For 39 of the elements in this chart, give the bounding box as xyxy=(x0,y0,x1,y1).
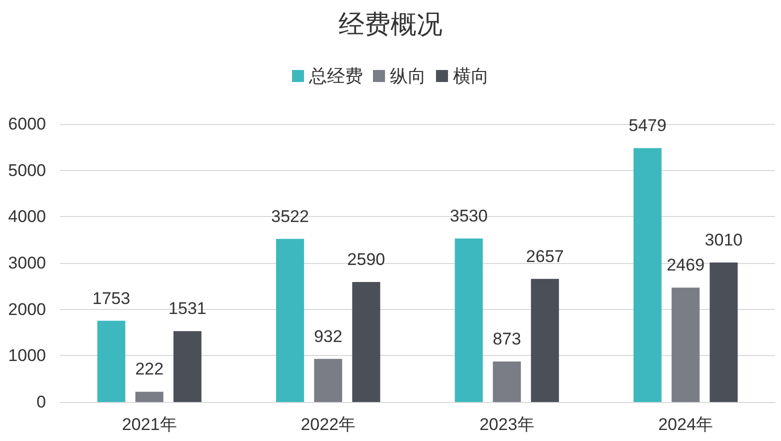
y-tick-label: 0 xyxy=(36,392,46,412)
y-tick-label: 5000 xyxy=(8,160,46,180)
bar xyxy=(97,320,126,402)
data-label: 5479 xyxy=(628,116,666,136)
x-tick-label: 2022年 xyxy=(300,415,356,434)
bar xyxy=(173,331,202,402)
data-label: 873 xyxy=(492,330,522,349)
data-label: 3530 xyxy=(450,206,488,226)
bar xyxy=(634,148,662,402)
data-label: 2590 xyxy=(347,250,386,269)
bar xyxy=(530,278,559,402)
data-label: 2657 xyxy=(526,246,564,266)
x-tick-label: 2023年 xyxy=(479,415,534,434)
x-tick-label: 2024年 xyxy=(658,415,714,434)
data-label: 1531 xyxy=(168,299,206,318)
y-tick-label: 3000 xyxy=(8,254,46,272)
bar xyxy=(672,288,700,402)
data-label: 2469 xyxy=(666,256,705,275)
data-label: 3522 xyxy=(271,206,309,226)
bar xyxy=(352,282,380,402)
y-tick-label: 1000 xyxy=(8,346,46,366)
chart-title: 经费概况 xyxy=(338,9,442,39)
legend-label: 纵向 xyxy=(390,66,426,86)
data-label: 932 xyxy=(314,326,342,346)
y-tick-label: 6000 xyxy=(8,114,46,134)
data-label: 3010 xyxy=(704,230,743,250)
legend-label: 总经费 xyxy=(308,66,363,86)
bar xyxy=(314,358,342,402)
y-tick-label: 4000 xyxy=(8,207,46,226)
bar xyxy=(492,362,521,402)
x-tick-label: 2021年 xyxy=(122,415,177,434)
bar xyxy=(710,262,738,402)
bar xyxy=(454,238,483,402)
y-tick-label: 2000 xyxy=(8,300,46,319)
bar xyxy=(276,238,304,402)
data-label: 222 xyxy=(135,360,164,379)
bar xyxy=(135,392,164,402)
legend-label: 横向 xyxy=(453,66,489,86)
data-label: 1753 xyxy=(92,288,130,308)
